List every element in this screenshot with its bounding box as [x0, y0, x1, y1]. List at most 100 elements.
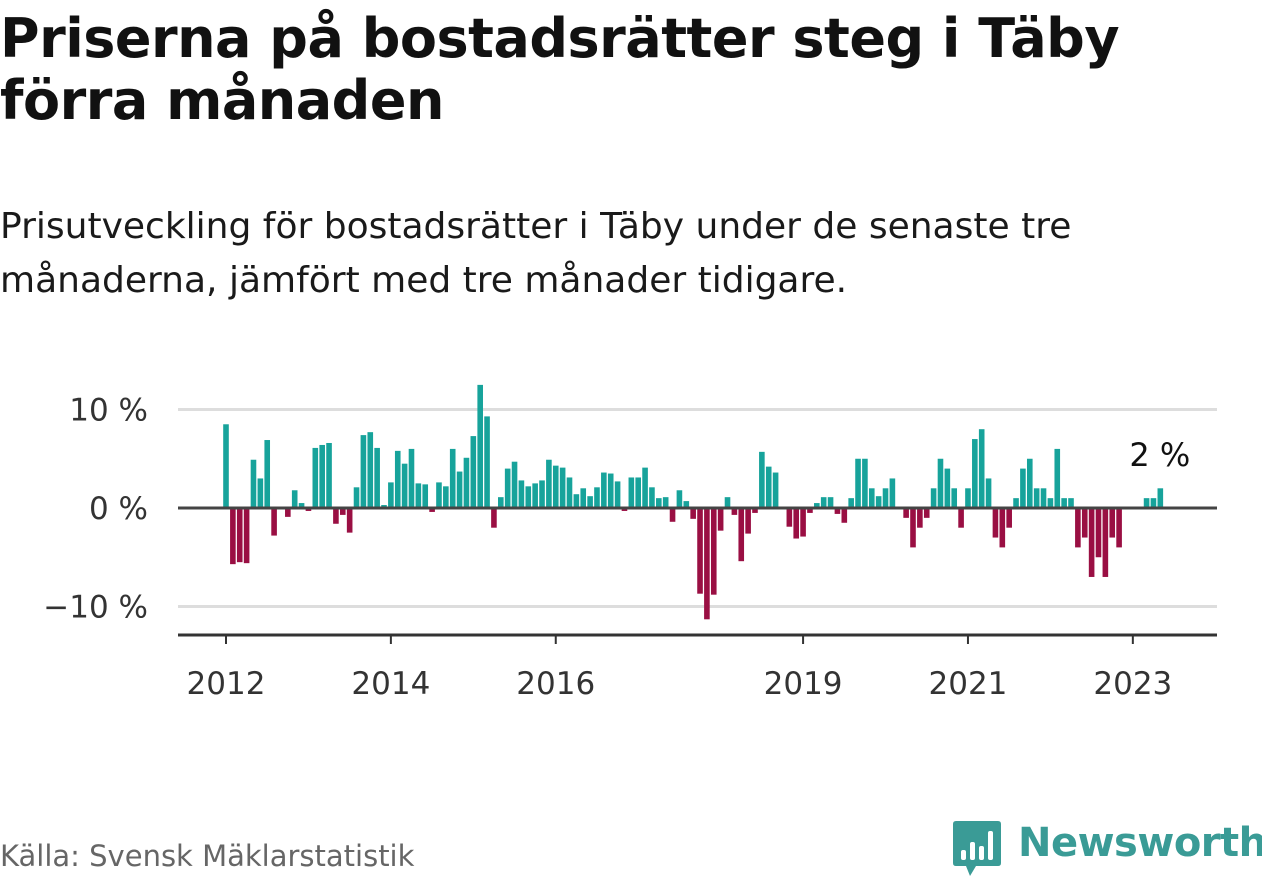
bar	[353, 487, 360, 508]
bar	[1026, 458, 1033, 508]
bar	[649, 487, 655, 508]
bar	[587, 496, 593, 508]
bar	[250, 459, 257, 508]
bar	[930, 488, 937, 508]
bar	[793, 508, 800, 539]
bar	[889, 478, 896, 508]
bar	[360, 435, 367, 508]
bar	[539, 480, 545, 508]
bar	[1081, 508, 1088, 538]
bar	[1040, 488, 1047, 508]
bar	[1020, 468, 1026, 508]
bar	[415, 483, 422, 509]
bar	[1061, 498, 1067, 508]
chart-subtitle: Prisutveckling för bostadsrätter i Täby …	[0, 206, 1072, 301]
bar	[429, 508, 435, 512]
bar	[985, 478, 992, 508]
bar	[848, 498, 854, 508]
bar	[752, 508, 758, 513]
bar	[855, 458, 861, 508]
bar	[223, 424, 229, 508]
bar	[841, 508, 848, 523]
bar	[656, 498, 662, 508]
bar	[291, 490, 298, 508]
bar	[628, 477, 635, 509]
bar	[1013, 498, 1019, 508]
bar	[484, 416, 490, 508]
bar	[339, 508, 346, 515]
y-tick-label: 10 %	[69, 393, 148, 429]
y-tick-label: −10 %	[43, 590, 148, 626]
bar	[710, 508, 717, 595]
bar	[1143, 498, 1150, 508]
bar	[882, 488, 889, 508]
x-tick-label: 2014	[351, 666, 430, 700]
bar	[1047, 498, 1054, 508]
bar	[814, 503, 820, 508]
bar	[230, 508, 236, 565]
bar	[470, 436, 477, 508]
bar	[875, 496, 882, 508]
bar	[772, 472, 779, 508]
bar	[1150, 498, 1157, 508]
bar	[1068, 498, 1074, 508]
bar	[580, 488, 587, 508]
bar	[731, 508, 738, 515]
bar	[552, 465, 559, 508]
bar	[704, 508, 710, 620]
x-tick-label: 2016	[516, 666, 595, 700]
bar	[800, 508, 806, 537]
logo-wordmark: Newsworthy	[1018, 820, 1262, 866]
bar	[944, 468, 951, 508]
bar	[511, 461, 518, 508]
bar	[999, 508, 1006, 548]
bar	[422, 484, 429, 508]
bar	[972, 439, 978, 508]
bar	[910, 508, 916, 548]
bar	[285, 508, 291, 517]
bar	[683, 501, 690, 508]
bar	[346, 508, 353, 533]
newsworthy-logo[interactable]: Newsworthy	[952, 818, 1262, 880]
bar	[690, 508, 696, 519]
bar	[1006, 508, 1012, 528]
bar	[243, 508, 250, 564]
bar	[264, 440, 271, 508]
source-note: Källa: Svensk Mäklarstatistik	[0, 839, 415, 873]
bar	[1075, 508, 1081, 548]
bar	[992, 508, 999, 538]
bar	[1157, 488, 1164, 508]
chart-title: Priserna på bostadsrätter steg i Täby fö…	[0, 7, 1120, 132]
bar	[463, 457, 470, 508]
bar	[978, 429, 985, 508]
bar	[1109, 508, 1116, 538]
bar	[298, 503, 305, 508]
bar	[456, 471, 463, 509]
bar	[436, 482, 442, 508]
bar	[903, 508, 909, 518]
bar	[326, 442, 332, 508]
bar	[958, 508, 964, 528]
bar	[738, 508, 745, 562]
bar	[491, 508, 497, 528]
bar	[374, 447, 380, 508]
bar	[477, 384, 483, 509]
bar	[745, 508, 751, 534]
bar	[271, 508, 277, 536]
bar	[635, 477, 641, 509]
bar	[923, 508, 930, 518]
bar	[965, 488, 971, 508]
latest-value-label: 2 %	[1129, 436, 1190, 474]
y-tick-label: 0 %	[89, 491, 148, 527]
bar	[862, 458, 868, 508]
bar	[642, 467, 648, 508]
bar	[786, 508, 793, 527]
bar	[559, 467, 566, 508]
bar	[765, 466, 772, 508]
bar	[394, 450, 401, 508]
bar	[312, 447, 319, 508]
bar	[1102, 508, 1109, 577]
bar	[257, 478, 264, 508]
bar	[759, 451, 765, 508]
bar	[594, 487, 600, 508]
